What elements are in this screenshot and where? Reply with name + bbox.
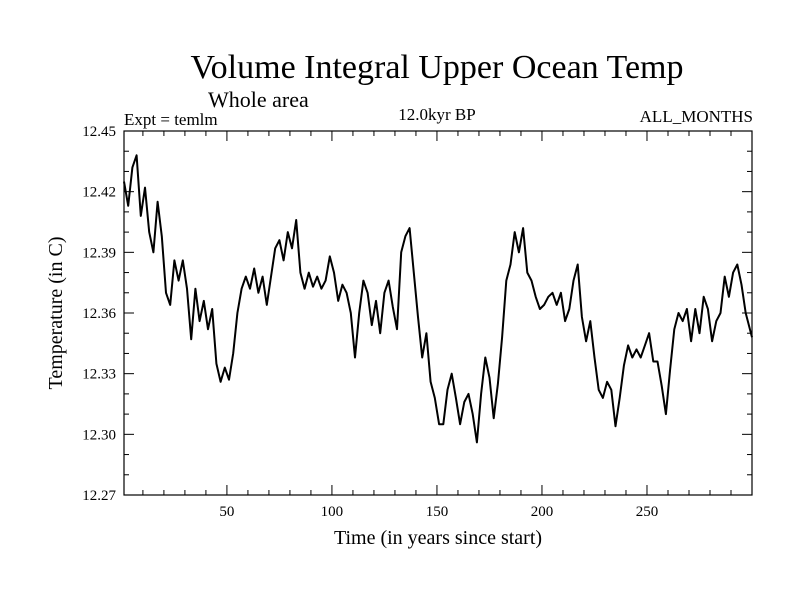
y-tick-label: 12.27 bbox=[82, 488, 116, 504]
y-tick-label: 12.39 bbox=[82, 245, 116, 261]
x-axis: 50 100 150 200 250 bbox=[142, 131, 732, 520]
y-tick-label: 12.42 bbox=[82, 185, 116, 201]
annotation-months: ALL_MONTHS bbox=[640, 107, 753, 126]
x-tick-label: 200 bbox=[531, 504, 554, 520]
y-tick-label: 12.45 bbox=[82, 124, 116, 140]
y-tick-label: 12.33 bbox=[82, 367, 116, 383]
y-tick-label: 12.30 bbox=[82, 427, 116, 443]
x-tick-label: 250 bbox=[636, 504, 659, 520]
y-axis: 12.27 12.30 12.33 12.36 12.39 12.42 12.45 bbox=[82, 124, 752, 504]
series-group bbox=[123, 154, 753, 444]
chart-subtitle: Whole area bbox=[208, 87, 309, 112]
y-axis-label: Temperature (in C) bbox=[45, 237, 67, 390]
series-line-temlm bbox=[123, 154, 753, 444]
x-tick-label: 150 bbox=[426, 504, 449, 520]
plot-frame bbox=[123, 130, 753, 496]
y-tick-label: 12.36 bbox=[82, 306, 116, 322]
annotation-expt: Expt = temlm bbox=[124, 110, 218, 129]
x-tick-label: 50 bbox=[219, 504, 234, 520]
x-axis-label: Time (in years since start) bbox=[334, 527, 542, 549]
chart-title: Volume Integral Upper Ocean Temp bbox=[191, 49, 684, 86]
x-tick-label: 100 bbox=[321, 504, 344, 520]
annotation-period: 12.0kyr BP bbox=[398, 105, 475, 124]
